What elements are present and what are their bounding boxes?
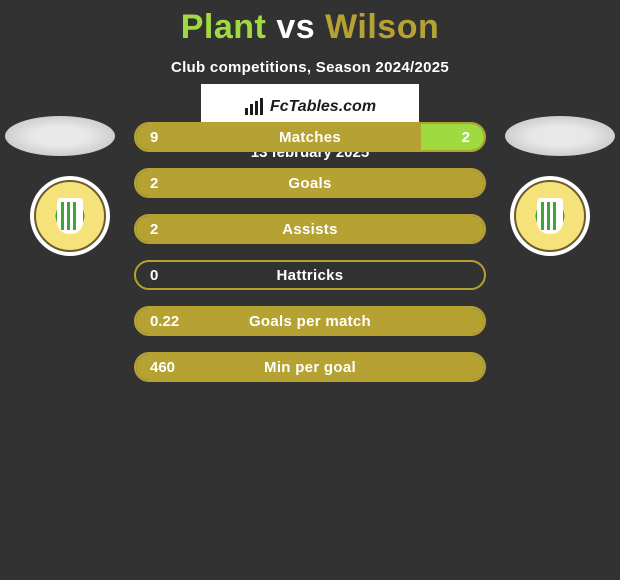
club-crest-left [30,176,110,256]
stat-row: 0Hattricks [134,260,486,290]
subtitle: Club competitions, Season 2024/2025 [0,59,620,76]
jersey-left [5,116,115,156]
crest-inner [34,180,106,252]
vs-text: vs [276,8,315,46]
stats-container: 9Matches22Goals2Assists0Hattricks0.22Goa… [134,122,486,398]
crest-shield-icon [537,198,563,234]
jersey-right [505,116,615,156]
stat-label: Assists [136,216,484,242]
stat-label: Hattricks [136,262,484,288]
crest-stripes [61,202,79,230]
crest-shield-icon [57,198,83,234]
stat-row: 2Goals [134,168,486,198]
brand-text: FcTables.com [270,98,376,116]
club-crest-right [510,176,590,256]
stat-value-right: 2 [462,124,470,150]
stat-row: 2Assists [134,214,486,244]
comparison-title: Plant vs Wilson [0,0,620,47]
stat-label: Goals per match [136,308,484,334]
chart-icon [244,98,264,116]
stat-row: 460Min per goal [134,352,486,382]
player1-name: Plant [181,8,267,46]
player2-name: Wilson [325,8,439,46]
stat-row: 0.22Goals per match [134,306,486,336]
crest-stripes [541,202,559,230]
crest-inner [514,180,586,252]
stat-label: Matches [136,124,484,150]
stat-label: Goals [136,170,484,196]
stat-row: 9Matches2 [134,122,486,152]
stat-label: Min per goal [136,354,484,380]
